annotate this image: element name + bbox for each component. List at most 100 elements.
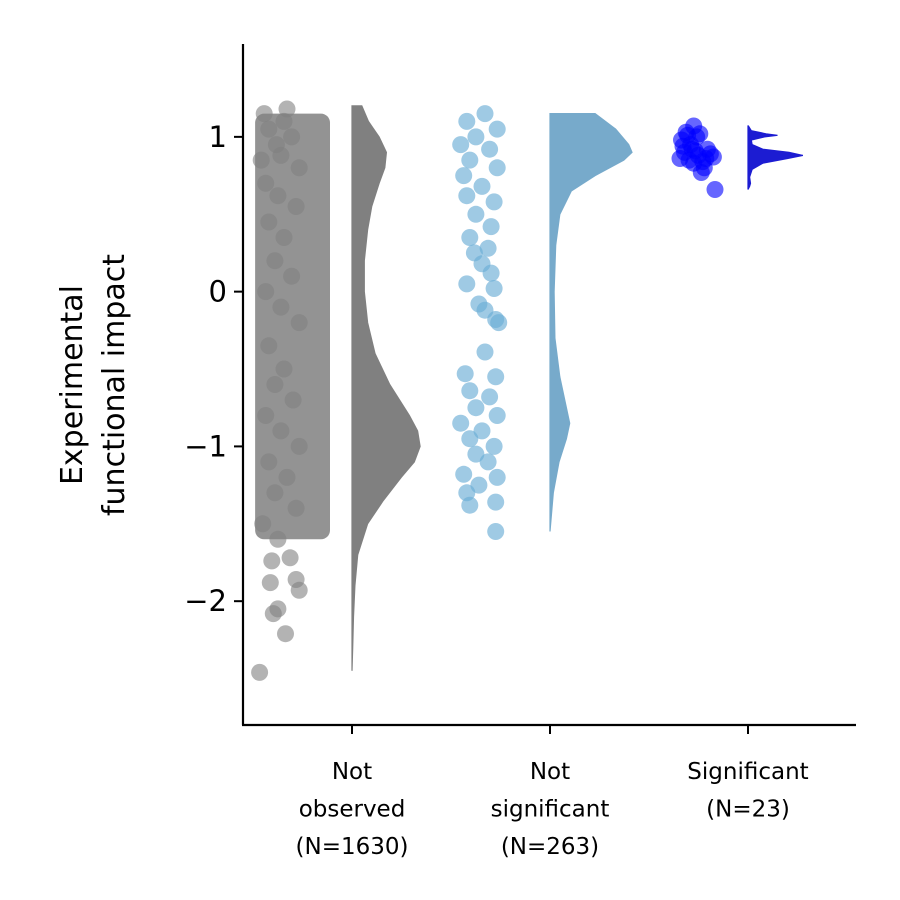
data-point [482, 264, 500, 282]
data-point [283, 128, 301, 146]
category-significant [671, 117, 804, 198]
data-point [461, 496, 479, 514]
data-point [692, 164, 710, 181]
data-point [482, 218, 500, 236]
data-point [485, 193, 503, 211]
data-point [485, 437, 503, 455]
data-point [287, 499, 305, 517]
data-point [470, 476, 488, 494]
data-point [467, 445, 485, 463]
data-point [272, 146, 290, 164]
data-point [455, 167, 473, 185]
data-point [260, 337, 278, 355]
data-point [266, 484, 284, 502]
data-point [290, 581, 308, 599]
x-tick-label: Not [530, 759, 570, 785]
data-point [278, 468, 296, 486]
y-tick-label: −1 [184, 429, 227, 463]
data-point [290, 314, 308, 332]
data-point [260, 453, 278, 471]
data-point [290, 159, 308, 177]
data-point [254, 515, 272, 533]
data-point [476, 105, 494, 123]
data-point [488, 159, 506, 177]
x-tick-label: significant [491, 797, 610, 823]
data-point [266, 252, 284, 270]
data-point [261, 574, 279, 592]
data-point [458, 112, 476, 130]
data-point [467, 128, 485, 146]
data-point [269, 187, 287, 205]
x-tick-label: (N=23) [706, 797, 790, 823]
data-point [263, 552, 281, 570]
y-tick-label: −2 [184, 584, 227, 618]
data-point [257, 283, 275, 301]
data-point [461, 151, 479, 169]
data-point [251, 663, 269, 681]
y-axis-title-line-2: functional impact [97, 254, 132, 516]
data-point [257, 407, 275, 424]
data-point [479, 239, 497, 257]
data-point [487, 523, 505, 540]
data-point [255, 105, 273, 123]
data-point [674, 137, 692, 155]
data-point [275, 229, 293, 246]
data-point [257, 174, 275, 192]
x-tick-label: (N=263) [501, 834, 599, 860]
data-point [487, 493, 505, 511]
data-point [452, 136, 470, 154]
data-point [252, 151, 270, 169]
data-point [473, 422, 491, 440]
data-point [461, 382, 479, 400]
data-point [277, 625, 294, 643]
data-point [281, 549, 299, 567]
data-point [481, 388, 499, 406]
category-not-significant [452, 105, 633, 540]
y-axis-title-line-1: Experimental [55, 285, 90, 485]
data-point [467, 205, 485, 223]
data-point [461, 430, 479, 448]
data-point [272, 422, 290, 440]
data-point [283, 267, 301, 285]
axes: 1 0 −1 −2 Not observed (N=1630) Not significant (… [184, 44, 856, 860]
data-point [458, 187, 476, 205]
category-not-observed [251, 100, 421, 681]
data-point [467, 399, 485, 417]
x-tick-label: Significant [687, 759, 808, 785]
data-point [490, 314, 508, 332]
data-point [260, 213, 278, 231]
plot-area [251, 100, 804, 681]
density-cloud [747, 125, 804, 190]
data-point [266, 376, 284, 393]
data-point [452, 414, 470, 432]
data-point [287, 198, 305, 215]
x-tick-label: (N=1630) [296, 834, 409, 860]
data-point [458, 275, 476, 293]
data-point [487, 368, 505, 386]
data-point [706, 181, 724, 198]
data-point [284, 391, 302, 409]
data-point [488, 120, 506, 138]
data-point [488, 407, 506, 424]
data-point [269, 530, 287, 548]
data-point [473, 177, 491, 195]
data-point [260, 120, 278, 138]
data-point [290, 437, 308, 455]
data-point [455, 465, 473, 483]
data-point [488, 468, 506, 486]
y-axis-title: Experimental functional impact [55, 254, 132, 516]
y-tick-label: 1 [209, 120, 227, 154]
data-point [697, 150, 715, 167]
y-tick-label: 0 [209, 275, 227, 309]
density-cloud [351, 105, 421, 671]
density-cloud [549, 113, 633, 532]
data-point [485, 280, 503, 297]
x-tick-label: Not [332, 759, 372, 785]
data-point [481, 140, 499, 158]
data-point [479, 453, 497, 471]
x-tick-label: observed [299, 797, 406, 823]
data-point [275, 112, 293, 130]
data-point [461, 229, 479, 246]
data-point [456, 365, 474, 383]
